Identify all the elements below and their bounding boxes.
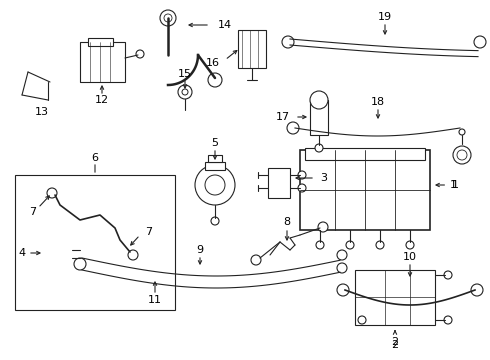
Circle shape bbox=[453, 146, 471, 164]
Circle shape bbox=[316, 241, 324, 249]
Circle shape bbox=[208, 73, 222, 87]
Circle shape bbox=[471, 284, 483, 296]
Circle shape bbox=[337, 284, 349, 296]
Text: 18: 18 bbox=[371, 97, 385, 107]
Circle shape bbox=[160, 10, 176, 26]
Text: 6: 6 bbox=[92, 153, 98, 163]
Bar bbox=[310, 100, 328, 135]
Circle shape bbox=[251, 255, 261, 265]
Circle shape bbox=[195, 165, 235, 205]
Circle shape bbox=[182, 89, 188, 95]
Bar bbox=[305, 148, 425, 160]
Text: 2: 2 bbox=[392, 331, 398, 347]
Bar bbox=[88, 38, 113, 46]
Text: 7: 7 bbox=[29, 207, 37, 217]
Text: 10: 10 bbox=[403, 252, 417, 262]
Text: 1: 1 bbox=[436, 180, 457, 190]
Bar bbox=[355, 270, 435, 325]
Text: 7: 7 bbox=[145, 227, 152, 237]
Text: 16: 16 bbox=[206, 58, 220, 68]
Text: 2: 2 bbox=[392, 340, 398, 350]
Bar bbox=[42, 245, 72, 265]
Text: 4: 4 bbox=[19, 248, 25, 258]
Bar bbox=[205, 162, 225, 170]
Circle shape bbox=[337, 250, 347, 260]
Text: 13: 13 bbox=[35, 107, 49, 117]
Text: 5: 5 bbox=[212, 138, 219, 148]
Circle shape bbox=[128, 250, 138, 260]
Circle shape bbox=[136, 50, 144, 58]
Circle shape bbox=[178, 85, 192, 99]
Bar bbox=[238, 30, 266, 68]
Bar bbox=[15, 175, 175, 310]
Circle shape bbox=[298, 184, 306, 192]
Text: 19: 19 bbox=[378, 12, 392, 22]
Circle shape bbox=[211, 217, 219, 225]
Bar bbox=[80, 42, 125, 82]
Circle shape bbox=[444, 316, 452, 324]
Circle shape bbox=[47, 188, 57, 198]
Circle shape bbox=[474, 36, 486, 48]
Circle shape bbox=[164, 14, 172, 22]
Circle shape bbox=[205, 175, 225, 195]
Text: 17: 17 bbox=[276, 112, 290, 122]
Circle shape bbox=[457, 150, 467, 160]
Text: 9: 9 bbox=[196, 245, 203, 255]
Bar bbox=[208, 155, 222, 162]
Text: 11: 11 bbox=[148, 295, 162, 305]
Text: 8: 8 bbox=[283, 217, 291, 227]
Circle shape bbox=[406, 241, 414, 249]
Circle shape bbox=[376, 241, 384, 249]
Bar bbox=[268, 168, 290, 198]
Circle shape bbox=[298, 171, 306, 179]
Circle shape bbox=[346, 241, 354, 249]
Circle shape bbox=[315, 144, 323, 152]
Text: 14: 14 bbox=[218, 20, 232, 30]
Circle shape bbox=[337, 263, 347, 273]
Text: 3: 3 bbox=[320, 173, 327, 183]
Circle shape bbox=[358, 316, 366, 324]
Circle shape bbox=[318, 222, 328, 232]
Circle shape bbox=[287, 122, 299, 134]
Circle shape bbox=[444, 271, 452, 279]
Bar bbox=[300, 150, 430, 230]
Text: 12: 12 bbox=[95, 95, 109, 105]
Circle shape bbox=[282, 36, 294, 48]
Text: 1: 1 bbox=[452, 180, 459, 190]
Circle shape bbox=[74, 258, 86, 270]
Circle shape bbox=[310, 91, 328, 109]
Circle shape bbox=[459, 129, 465, 135]
Text: 15: 15 bbox=[178, 69, 192, 79]
